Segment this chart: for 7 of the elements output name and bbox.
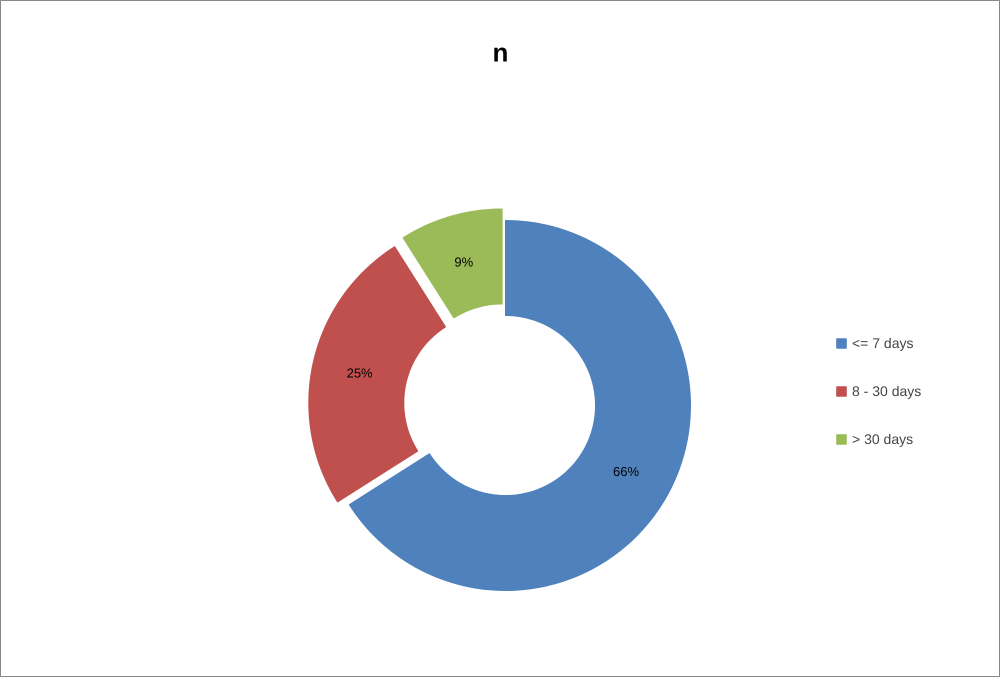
data-label: 66% (612, 464, 640, 480)
legend-label: <= 7 days (852, 335, 914, 351)
data-label: 9% (454, 254, 474, 270)
chart-title: n (492, 38, 508, 68)
data-label: 25% (346, 365, 374, 380)
legend-label: 8 - 30 days (852, 383, 922, 399)
legend-label: > 30 days (852, 431, 914, 447)
